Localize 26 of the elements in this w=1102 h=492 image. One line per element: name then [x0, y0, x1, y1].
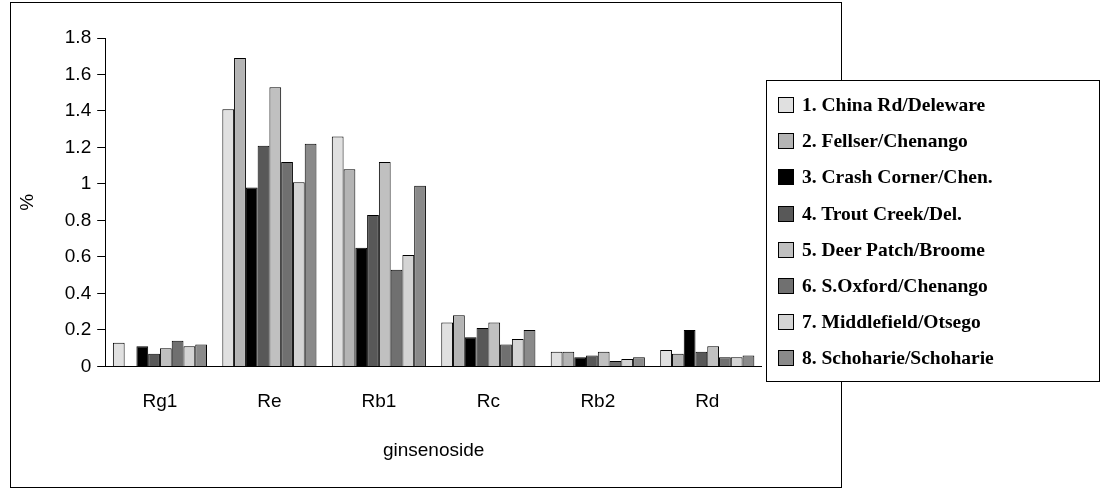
- y-tick-label: 0.8: [64, 208, 92, 230]
- x-tick-label: Rg1: [142, 390, 178, 412]
- legend-label: 3. Crash Corner/Chen.: [802, 166, 993, 189]
- y-tick-label: 1.8: [64, 26, 92, 48]
- legend-label: 6. S.Oxford/Chenango: [802, 275, 988, 298]
- legend-label: 7. Middlefield/Otsego: [802, 311, 981, 334]
- y-tick-label: 0: [80, 354, 92, 376]
- y-tick-label: 1.4: [64, 99, 92, 121]
- legend-label: 4. Trout Creek/Del.: [802, 202, 962, 225]
- x-axis-title: ginsenoside: [382, 438, 485, 460]
- y-tick-label: 1: [80, 172, 92, 194]
- x-tick-label: Rb2: [580, 390, 616, 412]
- y-tick-label: 0.2: [64, 318, 92, 340]
- y-tick-label: 0.6: [64, 245, 92, 267]
- x-tick-label: Re: [257, 390, 282, 412]
- y-tick-label: 1.6: [64, 62, 92, 84]
- x-tick-label: Rd: [695, 390, 720, 412]
- y-tick-label: 1.2: [64, 135, 92, 157]
- x-tick-label: Rc: [476, 390, 500, 412]
- legend-label: 2. Fellser/Chenango: [802, 130, 968, 153]
- legend-label: 8. Schoharie/Schoharie: [802, 347, 994, 370]
- legend-label: 5. Deer Patch/Broome: [802, 238, 985, 261]
- y-axis-title: %: [15, 193, 37, 211]
- x-tick-label: Rb1: [361, 390, 397, 412]
- legend-label: 1. China Rd/Deleware: [802, 94, 986, 117]
- y-tick-label: 0.4: [64, 281, 92, 303]
